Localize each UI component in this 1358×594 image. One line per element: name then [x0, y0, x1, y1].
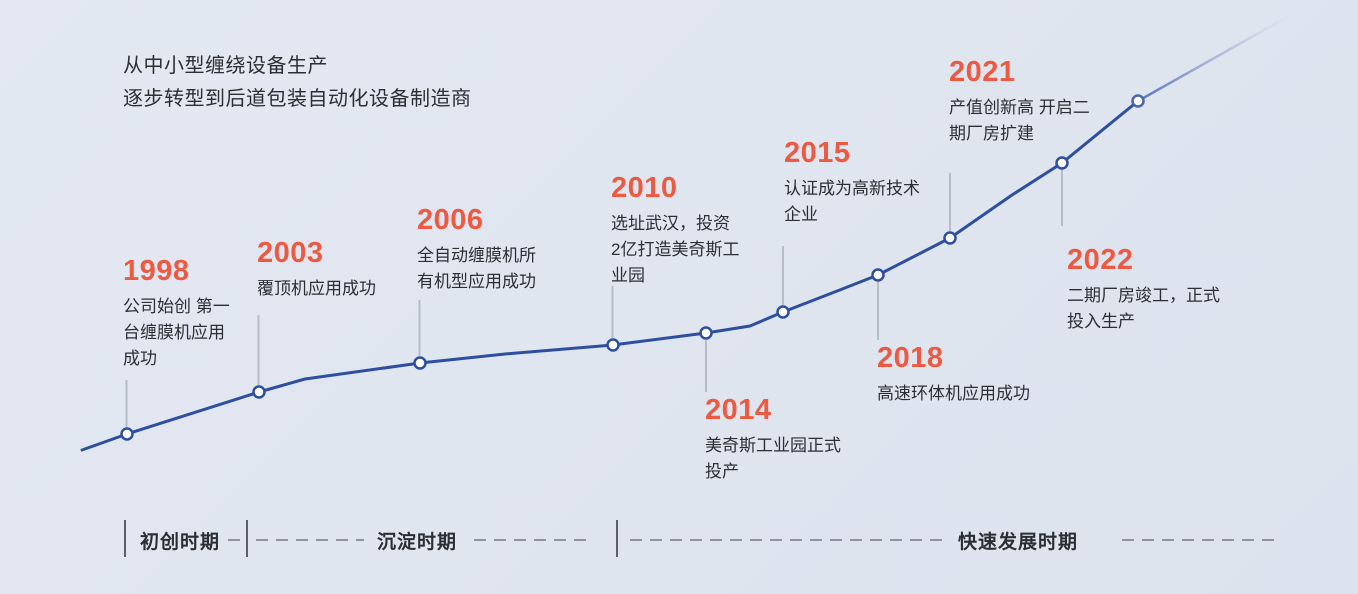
connector-lines	[125, 170, 1063, 427]
dot-2003	[252, 385, 266, 399]
milestone-2018: 2018 高速环体机应用成功	[877, 344, 1030, 407]
milestone-2006: 2006 全自动缠膜机所 有机型应用成功	[417, 206, 536, 295]
phase-dashes	[1122, 539, 1278, 541]
milestone-2014: 2014 美奇斯工业园正式 投产	[705, 396, 841, 485]
phase-label-consolidation: 沉淀时期	[377, 532, 458, 553]
milestone-desc: 覆顶机应用成功	[257, 279, 376, 298]
milestone-desc: 选址武汉，投资 2亿打造美奇斯工 业园	[611, 214, 740, 285]
phase-label-startup: 初创时期	[140, 532, 221, 553]
milestone-year: 2021	[949, 56, 1016, 88]
phase-dashes	[228, 539, 243, 541]
dot-2018	[871, 268, 885, 282]
milestone-2015: 2015 认证成为高新技术 企业	[784, 139, 920, 228]
dot-2015	[776, 305, 790, 319]
dot-1998	[120, 427, 134, 441]
milestone-2021: 2021 产值创新高 开启二 期厂房扩建	[949, 58, 1090, 147]
milestone-2003: 2003 覆顶机应用成功	[257, 239, 376, 302]
milestone-year: 2003	[257, 237, 324, 269]
growth-line-fade-tail	[1136, 10, 1298, 103]
milestone-desc: 全自动缠膜机所 有机型应用成功	[417, 246, 536, 291]
dot-2014	[699, 326, 713, 340]
phase-tick	[124, 520, 126, 557]
phase-dashes	[630, 539, 950, 541]
milestone-desc: 高速环体机应用成功	[877, 384, 1030, 403]
dot-2010	[606, 338, 620, 352]
milestone-1998: 1998 公司始创 第一 台缠膜机应用 成功	[123, 257, 230, 372]
milestone-desc: 二期厂房竣工，正式 投入生产	[1067, 286, 1220, 331]
milestone-dots	[120, 94, 1145, 441]
milestone-year: 2014	[705, 394, 772, 426]
phase-dashes	[256, 539, 364, 541]
milestone-desc: 产值创新高 开启二 期厂房扩建	[949, 98, 1090, 143]
intro-headline: 从中小型缠绕设备生产 逐步转型到后道包装自动化设备制造商	[123, 55, 472, 110]
phase-tick	[616, 520, 618, 557]
milestone-desc: 美奇斯工业园正式 投产	[705, 436, 841, 481]
milestone-2022: 2022 二期厂房竣工，正式 投入生产	[1067, 246, 1220, 335]
milestone-2010: 2010 选址武汉，投资 2亿打造美奇斯工 业园	[611, 174, 739, 289]
milestone-year: 2015	[784, 137, 851, 169]
dot-2022	[1055, 156, 1069, 170]
dot-2021	[943, 231, 957, 245]
phase-dashes	[474, 539, 586, 541]
dot-future	[1131, 94, 1145, 108]
milestone-year: 2018	[877, 342, 944, 374]
milestone-year: 2010	[611, 172, 678, 204]
milestone-year: 1998	[123, 255, 190, 287]
milestone-year: 2022	[1067, 244, 1134, 276]
dot-2006	[413, 356, 427, 370]
milestone-desc: 公司始创 第一 台缠膜机应用 成功	[123, 297, 230, 368]
milestone-year: 2006	[417, 204, 484, 236]
phase-tick	[246, 520, 248, 557]
growth-line	[80, 99, 1140, 452]
milestone-desc: 认证成为高新技术 企业	[784, 179, 920, 224]
phase-label-rapid-growth: 快速发展时期	[958, 532, 1079, 553]
